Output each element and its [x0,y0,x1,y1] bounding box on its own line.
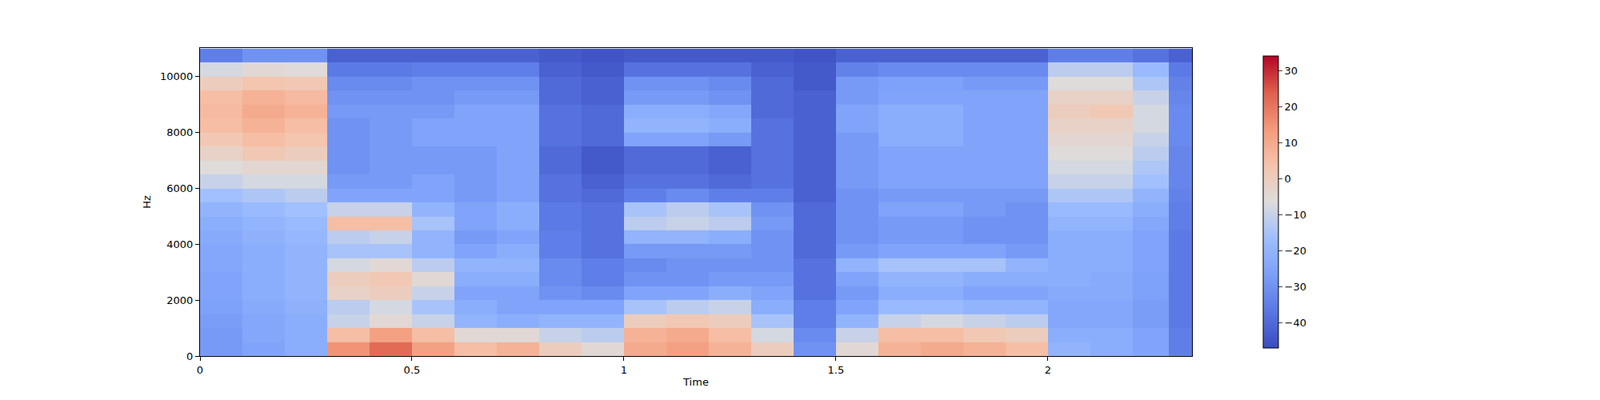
svg-text:−30: −30 [1284,280,1307,293]
svg-text:6000: 6000 [166,182,193,195]
svg-text:2000: 2000 [166,294,193,307]
svg-text:4000: 4000 [166,238,193,251]
svg-text:0: 0 [186,350,193,363]
svg-text:10: 10 [1284,136,1299,149]
svg-text:Time: Time [682,376,709,388]
svg-text:−10: −10 [1284,208,1307,221]
svg-text:1: 1 [620,364,628,376]
svg-text:−40: −40 [1284,316,1307,329]
svg-text:0.5: 0.5 [404,364,421,376]
svg-text:10000: 10000 [160,70,193,83]
svg-text:Hz: Hz [140,195,153,209]
svg-text:−20: −20 [1284,244,1307,257]
svg-text:0: 0 [196,364,204,376]
svg-text:30: 30 [1284,64,1299,77]
svg-text:2: 2 [1044,364,1052,376]
svg-text:8000: 8000 [166,126,193,139]
svg-text:20: 20 [1284,100,1299,113]
svg-text:1.5: 1.5 [828,364,845,376]
svg-text:0: 0 [1284,172,1292,185]
